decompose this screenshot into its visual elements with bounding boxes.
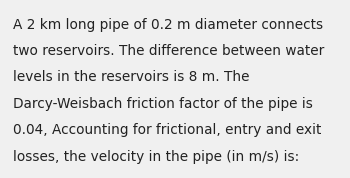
- Text: A 2 km long pipe of 0.2 m diameter connects: A 2 km long pipe of 0.2 m diameter conne…: [13, 18, 323, 32]
- Text: two reservoirs. The difference between water: two reservoirs. The difference between w…: [13, 44, 324, 58]
- Text: 0.04, Accounting for frictional, entry and exit: 0.04, Accounting for frictional, entry a…: [13, 123, 322, 137]
- Text: losses, the velocity in the pipe (in m/s) is:: losses, the velocity in the pipe (in m/s…: [13, 150, 300, 164]
- Text: levels in the reservoirs is 8 m. The: levels in the reservoirs is 8 m. The: [13, 70, 250, 85]
- Text: Darcy-Weisbach friction factor of the pipe is: Darcy-Weisbach friction factor of the pi…: [13, 97, 313, 111]
